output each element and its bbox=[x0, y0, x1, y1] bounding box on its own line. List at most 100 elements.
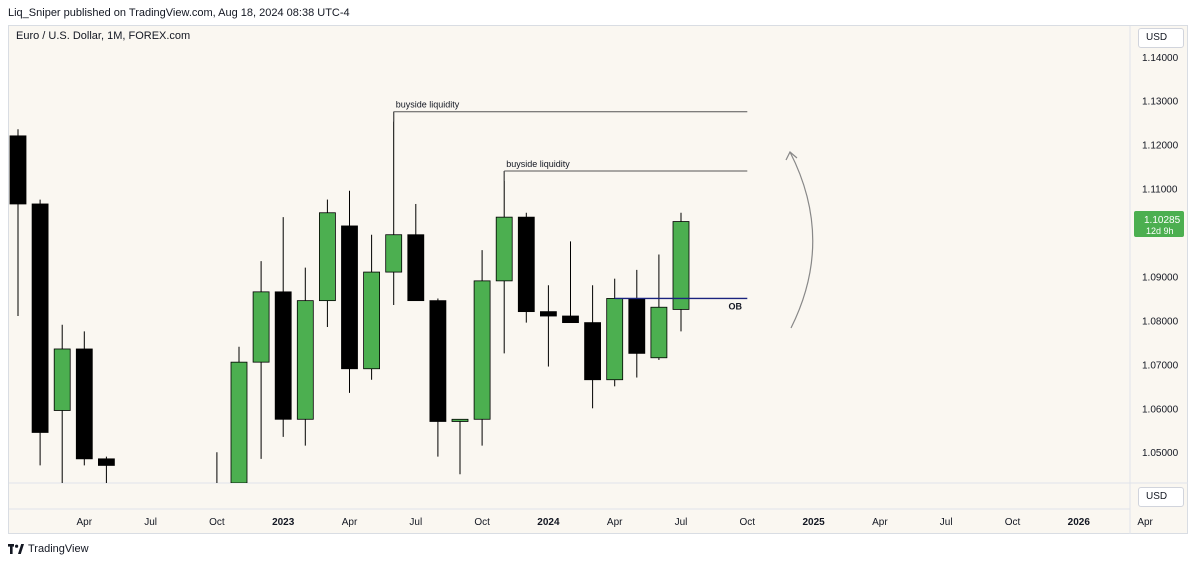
candle-body bbox=[341, 225, 358, 370]
chart-frame[interactable] bbox=[8, 25, 1188, 534]
chart-overlay: buyside liquidity buyside liquidity OB bbox=[393, 100, 814, 329]
up-arrow-head bbox=[785, 151, 798, 161]
last-price-countdown: 12d 9h bbox=[1146, 226, 1174, 236]
candle-body bbox=[53, 348, 71, 411]
time-tick-label: Apr bbox=[872, 517, 888, 528]
candle bbox=[296, 267, 314, 446]
time-tick-label: 2023 bbox=[272, 517, 295, 528]
candle-body bbox=[75, 348, 93, 460]
currency-button-top[interactable]: USD bbox=[1138, 28, 1184, 48]
candle bbox=[230, 346, 248, 483]
candle-body bbox=[296, 300, 314, 420]
price-tick-label: 1.14000 bbox=[1142, 53, 1179, 64]
candle-body bbox=[584, 322, 601, 381]
candle bbox=[495, 171, 513, 354]
ob-label: OB bbox=[729, 301, 743, 311]
candle-body bbox=[473, 280, 491, 420]
symbol-title[interactable]: Euro / U.S. Dollar, 1M, FOREX.com bbox=[16, 30, 191, 42]
candle bbox=[429, 298, 447, 457]
up-arrow-curve bbox=[789, 151, 814, 329]
candle bbox=[385, 111, 403, 306]
price-tick-label: 1.13000 bbox=[1142, 97, 1179, 108]
time-tick-label: Jul bbox=[675, 517, 688, 528]
candle bbox=[363, 234, 381, 380]
candle bbox=[75, 331, 93, 466]
candle bbox=[98, 456, 115, 483]
candle bbox=[473, 250, 491, 446]
candle bbox=[407, 203, 425, 302]
candle-body bbox=[517, 216, 535, 313]
candle bbox=[517, 212, 535, 323]
candle-body bbox=[318, 212, 336, 302]
footer-brand[interactable]: TradingView bbox=[8, 540, 89, 558]
candle-body bbox=[650, 306, 668, 359]
candle-body bbox=[495, 216, 513, 282]
time-axis[interactable]: Apr Jul Oct 2023 Apr Jul Oct 2024 Apr Jul Oct 2025 A… bbox=[77, 517, 1154, 528]
candle-body bbox=[274, 291, 292, 420]
price-tick-label: 1.12000 bbox=[1142, 141, 1179, 152]
candle bbox=[252, 261, 270, 459]
time-tick-label: Oct bbox=[740, 517, 756, 528]
time-tick-label: Apr bbox=[77, 517, 93, 528]
time-tick-label: Apr bbox=[607, 517, 623, 528]
buyside-liquidity-label: buyside liquidity bbox=[396, 100, 460, 110]
time-tick-label: Jul bbox=[144, 517, 157, 528]
tradingview-logo-icon bbox=[8, 544, 24, 554]
buyside-liquidity-label: buyside liquidity bbox=[506, 159, 570, 169]
time-tick-label: 2025 bbox=[802, 517, 825, 528]
time-tick-label: 2026 bbox=[1068, 517, 1091, 528]
time-tick-label: Oct bbox=[474, 517, 490, 528]
price-tick-label: 1.05000 bbox=[1142, 448, 1179, 459]
candle bbox=[31, 199, 49, 466]
time-tick-label: Jul bbox=[409, 517, 422, 528]
candle-body bbox=[230, 361, 248, 483]
candle bbox=[274, 217, 292, 437]
candle bbox=[53, 324, 71, 483]
price-tick-label: 1.11000 bbox=[1142, 185, 1178, 196]
candle-body bbox=[9, 135, 27, 205]
last-price-value: 1.10285 bbox=[1144, 215, 1181, 226]
time-tick-label: 2024 bbox=[537, 517, 560, 528]
candle-body bbox=[407, 234, 425, 302]
publisher-header: Liq_Sniper published on TradingView.com,… bbox=[8, 7, 350, 19]
price-tick-label: 1.07000 bbox=[1142, 360, 1179, 371]
price-tick-label: 1.09000 bbox=[1142, 272, 1179, 283]
candle-body bbox=[451, 418, 469, 422]
price-tick-label: 1.06000 bbox=[1142, 404, 1179, 415]
time-tick-label: Jul bbox=[940, 517, 953, 528]
currency-button-bottom[interactable]: USD bbox=[1138, 487, 1184, 507]
candle-body bbox=[385, 234, 403, 273]
price-axis[interactable]: 1.140001.130001.120001.110001.100001.090… bbox=[1134, 53, 1184, 459]
footer-brand-label: TradingView bbox=[28, 543, 89, 555]
candle-body bbox=[540, 311, 557, 317]
candle-body bbox=[606, 298, 624, 381]
plot-area[interactable] bbox=[9, 111, 690, 518]
candle bbox=[341, 190, 358, 393]
candle bbox=[540, 285, 557, 367]
candle bbox=[209, 452, 225, 507]
time-tick-label: Oct bbox=[1005, 517, 1021, 528]
candle-body bbox=[252, 291, 270, 363]
price-tick-label: 1.08000 bbox=[1142, 316, 1179, 327]
time-tick-label: Oct bbox=[209, 517, 225, 528]
candle bbox=[584, 285, 601, 409]
candle bbox=[606, 278, 624, 387]
candle-body bbox=[562, 315, 579, 324]
candle-body bbox=[98, 458, 115, 466]
candle bbox=[9, 129, 27, 317]
candle-body bbox=[672, 221, 690, 310]
candle bbox=[672, 212, 690, 332]
time-tick-label: Apr bbox=[1137, 517, 1153, 528]
candle bbox=[562, 241, 579, 324]
candle bbox=[628, 269, 646, 378]
candle bbox=[451, 418, 469, 475]
candle-body bbox=[31, 203, 49, 433]
candle-body bbox=[628, 298, 646, 354]
candle bbox=[650, 254, 668, 360]
candle bbox=[318, 199, 336, 328]
last-price-badge bbox=[1134, 211, 1184, 238]
candle-body bbox=[429, 300, 447, 422]
time-tick-label: Apr bbox=[342, 517, 358, 528]
candle-body bbox=[209, 505, 225, 507]
